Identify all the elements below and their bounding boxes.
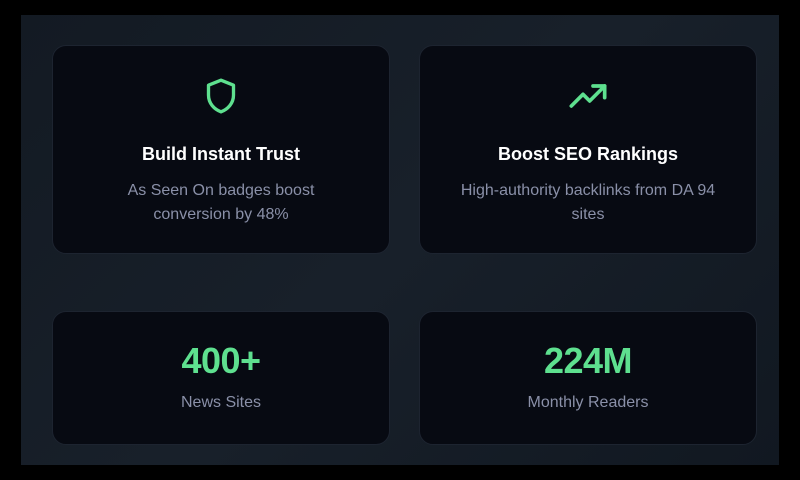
feature-description: As Seen On badges boost conversion by 48…	[127, 182, 315, 223]
feature-title: Boost SEO Rankings	[497, 144, 679, 164]
stat-label: Monthly Readers	[527, 394, 649, 411]
benefits-panel: Build Instant Trust As Seen On badges bo…	[21, 15, 779, 465]
shield-icon	[206, 78, 236, 114]
stat-label: News Sites	[180, 394, 262, 411]
stat-card-monthly-readers: 224M Monthly Readers	[419, 311, 757, 445]
stat-card-news-sites: 400+ News Sites	[52, 311, 390, 445]
trending-up-icon	[569, 84, 607, 108]
feature-card-seo: Boost SEO Rankings High-authority backli…	[419, 45, 757, 254]
feature-description: High-authority backlinks from DA 94 site…	[460, 182, 716, 223]
stat-value: 400+	[181, 340, 261, 381]
stat-value: 224M	[543, 340, 633, 381]
feature-title: Build Instant Trust	[141, 144, 300, 164]
feature-card-trust: Build Instant Trust As Seen On badges bo…	[52, 45, 390, 254]
